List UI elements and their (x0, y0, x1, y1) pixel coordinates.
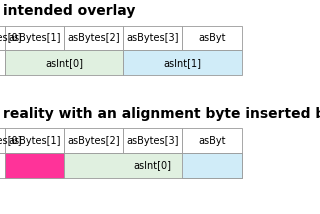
Text: asBytes[3]: asBytes[3] (126, 33, 179, 43)
Bar (182, 26, 242, 50)
Text: asInt[1]: asInt[1] (164, 58, 201, 68)
Bar (64, 26, 123, 50)
Text: asBytes[1]: asBytes[1] (8, 33, 61, 43)
Bar (5, 26, 64, 50)
Text: asBytes[0]: asBytes[0] (0, 33, 22, 43)
Bar (182, 128, 242, 153)
Text: asBytes[2]: asBytes[2] (67, 33, 120, 43)
Text: intended overlay: intended overlay (3, 4, 136, 18)
Bar (5, 153, 64, 178)
Bar (64, 128, 123, 153)
Text: asInt[0]: asInt[0] (45, 58, 83, 68)
Bar (5, 128, 64, 153)
Text: asBytes[1]: asBytes[1] (8, 136, 61, 146)
Bar (0, 153, 5, 178)
Bar (0, 26, 5, 50)
Bar (123, 26, 182, 50)
Bar (5, 50, 123, 75)
Bar (182, 153, 242, 178)
Text: asBytes[0]: asBytes[0] (0, 136, 22, 146)
Text: reality with an alignment byte inserted by: reality with an alignment byte inserted … (3, 107, 320, 121)
Bar (64, 153, 242, 178)
Text: asBytes[3]: asBytes[3] (126, 136, 179, 146)
Text: asInt[0]: asInt[0] (134, 160, 172, 170)
Text: asBytes[2]: asBytes[2] (67, 136, 120, 146)
Text: asByt: asByt (198, 33, 226, 43)
Bar (123, 128, 182, 153)
Bar (123, 50, 242, 75)
Bar (0, 128, 5, 153)
Text: asByt: asByt (198, 136, 226, 146)
Bar (0, 50, 5, 75)
